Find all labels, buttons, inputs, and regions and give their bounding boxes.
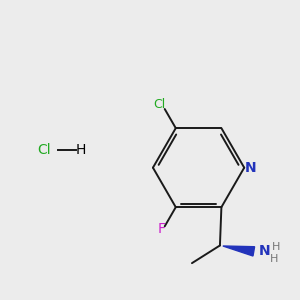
Polygon shape	[223, 246, 255, 256]
Text: Cl: Cl	[37, 143, 51, 157]
Text: Cl: Cl	[154, 98, 166, 111]
Text: H: H	[272, 242, 281, 252]
Text: H: H	[76, 143, 86, 157]
Text: H: H	[270, 254, 278, 264]
Text: F: F	[158, 222, 166, 236]
Text: N: N	[259, 244, 271, 258]
Text: N: N	[245, 161, 256, 175]
